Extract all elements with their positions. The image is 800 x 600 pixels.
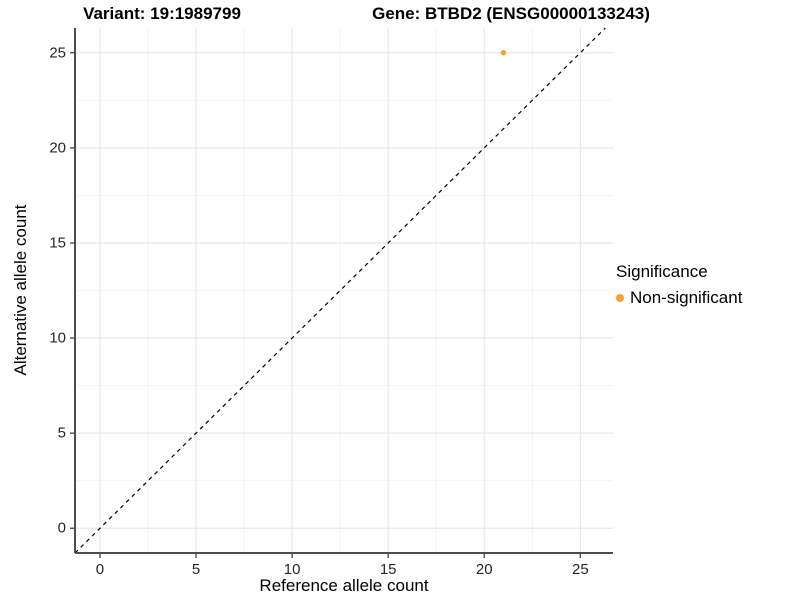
x-tick-label: 20 (475, 561, 493, 578)
y-axis-title: Alternative allele count (11, 204, 30, 376)
x-tick-label: 25 (571, 561, 589, 578)
variant-title: Variant: 19:1989799 (83, 4, 241, 23)
data-point (500, 50, 507, 56)
gene-title: Gene: BTBD2 (ENSG00000133243) (372, 4, 650, 23)
x-tick-label: 5 (191, 561, 201, 578)
legend-item-label: Non-significant (630, 288, 743, 307)
legend-item: Non-significant (616, 288, 742, 308)
legend-title: Significance (616, 262, 708, 281)
plot-panel (70, 27, 613, 558)
y-tick-label: 20 (49, 139, 66, 157)
plot-area (70, 27, 613, 558)
legend: Significance Non-significant (616, 262, 742, 308)
x-axis-title: Reference allele count (259, 576, 429, 595)
x-tick-label: 15 (379, 561, 397, 578)
y-tick-label: 10 (49, 329, 66, 347)
y-tick-label: 0 (57, 519, 66, 537)
x-tick-label: 10 (283, 561, 301, 578)
y-tick-label: 25 (49, 44, 66, 62)
y-tick-label: 5 (57, 424, 66, 442)
legend-point-icon (616, 294, 624, 302)
y-tick-label: 15 (49, 234, 66, 252)
x-tick-label: 0 (95, 561, 105, 578)
